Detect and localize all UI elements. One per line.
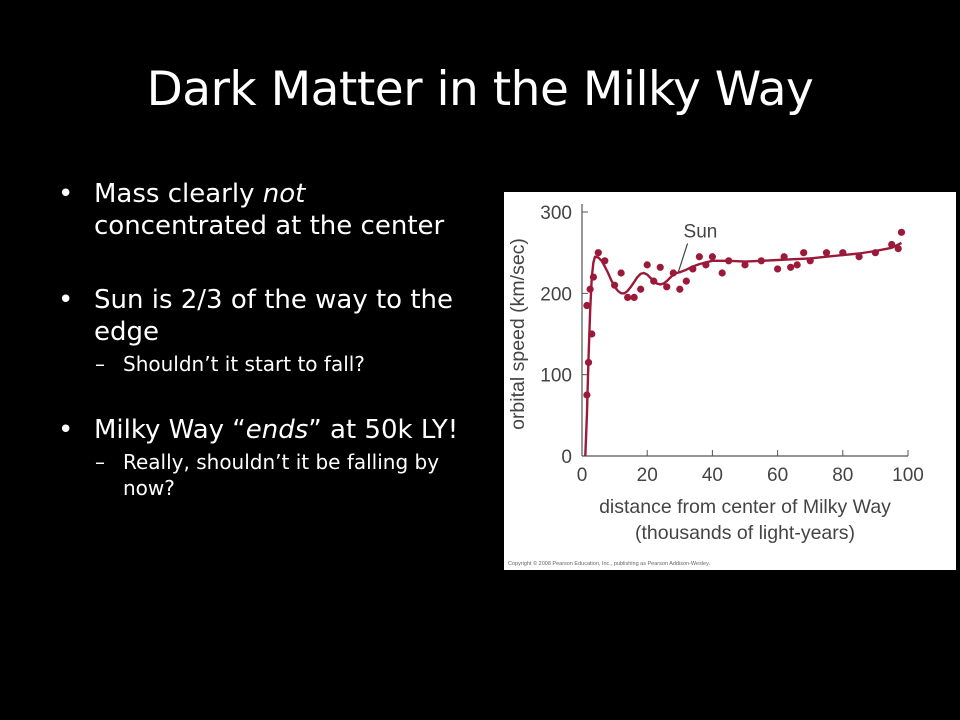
data-point [718, 269, 726, 277]
data-point [643, 261, 651, 269]
data-point [588, 330, 596, 338]
x-axis-label-2: (thousands of light-years) [635, 522, 855, 544]
data-point [594, 249, 602, 257]
data-point [702, 261, 710, 269]
x-tick-label: 100 [892, 465, 924, 486]
data-point [787, 263, 795, 271]
data-point [839, 249, 847, 257]
slide-title: Dark Matter in the Milky Way [146, 62, 814, 117]
sub-bullet: – Really, shouldn’t it be falling by now? [58, 449, 478, 501]
bullet-text-part: Milky Way “ [94, 415, 246, 445]
data-point [806, 257, 814, 265]
data-point [871, 249, 879, 257]
bullet-marker: • [58, 415, 74, 445]
y-tick-label: 200 [540, 284, 572, 305]
chart-svg: 0 20 40 60 80 100 0 100 200 300 distance from cent… [507, 203, 924, 567]
bullet-text: • Mass clearly not concentrated at the ce… [58, 178, 478, 242]
copyright-note: Copyright © 2008 Pearson Education, Inc.… [508, 560, 710, 567]
data-point [822, 249, 831, 257]
data-point [656, 263, 664, 271]
bullet-text-part: ” at 50k LY! [308, 415, 459, 445]
x-tick-label: 0 [577, 465, 588, 486]
y-tick-label: 300 [540, 203, 572, 224]
data-point [780, 253, 788, 261]
y-tick-label: 100 [540, 366, 572, 387]
data-point [583, 391, 591, 399]
data-point [669, 269, 677, 277]
sub-bullet-text: Really, shouldn’t it be falling by now? [123, 450, 440, 500]
sub-bullet-text: Shouldn’t it start to fall? [123, 352, 365, 376]
bullet-text: • Milky Way “ends” at 50k LY! [58, 414, 478, 446]
y-tick-label: 0 [561, 447, 572, 468]
sun-annotation-pointer [677, 243, 689, 272]
data-point [624, 293, 632, 301]
bullet-item: • Sun is 2/3 of the way to the edge – Shoul… [58, 284, 478, 377]
data-point [894, 245, 902, 253]
sub-bullet-marker: – [95, 352, 105, 376]
data-point [793, 261, 801, 269]
x-tick-label: 20 [637, 465, 658, 486]
data-point [617, 269, 625, 277]
data-point [663, 283, 671, 291]
data-point [741, 261, 749, 269]
data-point [708, 253, 716, 261]
bullet-text: • Sun is 2/3 of the way to the edge [58, 284, 478, 348]
y-axis-label: orbital speed (km/sec) [507, 238, 529, 430]
data-point [637, 285, 645, 293]
bullet-text-part: not [262, 179, 306, 209]
data-point [682, 277, 690, 285]
data-point [888, 240, 896, 249]
rotation-curve-chart: 0 20 40 60 80 100 0 100 200 300 distance from cent… [504, 192, 956, 570]
x-tick-label: 40 [702, 465, 723, 486]
rotation-curve-line [584, 241, 903, 457]
sub-bullet: – Shouldn’t it start to fall? [58, 351, 478, 377]
sun-annotation-label: Sun [684, 221, 718, 242]
data-point [676, 285, 684, 293]
bullet-item: • Milky Way “ends” at 50k LY! – Really, sho… [58, 414, 478, 501]
bullet-marker: • [58, 179, 74, 209]
data-point [695, 253, 703, 261]
data-point [584, 358, 593, 367]
bullet-text-part: concentrated at the center [94, 211, 445, 241]
data-point [650, 277, 658, 285]
data-point [725, 257, 733, 265]
bullet-text-part: Sun is 2/3 of the way to the edge [94, 285, 454, 347]
bullet-marker: • [58, 285, 74, 315]
data-point [855, 253, 863, 261]
data-point [589, 273, 598, 281]
x-tick-label: 80 [832, 465, 853, 486]
data-point [586, 285, 594, 293]
x-axis-label: distance from center of Milky Way [599, 496, 891, 518]
bullet-item: • Mass clearly not concentrated at the ce… [58, 178, 478, 242]
data-point [757, 257, 765, 265]
data-point [800, 249, 808, 257]
data-point [583, 301, 591, 310]
bullet-text-part: Mass clearly [94, 179, 263, 209]
data-point [774, 265, 782, 273]
data-point [611, 281, 619, 289]
bullet-list: • Mass clearly not concentrated at the ce… [58, 178, 478, 535]
data-point [689, 265, 697, 273]
sub-bullet-marker: – [95, 450, 105, 474]
data-point [897, 228, 906, 236]
bullet-text-part: ends [245, 415, 309, 445]
data-point [630, 293, 638, 301]
data-point [601, 257, 609, 265]
x-tick-label: 60 [767, 465, 788, 486]
